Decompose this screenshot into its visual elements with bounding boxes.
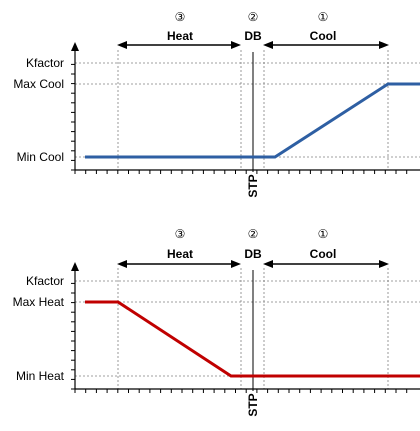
zone-heat-number: ③ xyxy=(175,227,186,241)
zone-cool-header: ① Cool xyxy=(310,227,337,261)
zone-cool-number: ① xyxy=(318,227,329,241)
zone-db-number: ② xyxy=(248,227,259,241)
y-label-min-heat: Min Heat xyxy=(16,369,65,383)
cool-arrow-left-head xyxy=(263,41,273,49)
heat-arrow-right-head xyxy=(231,260,241,268)
y-label-min-cool: Min Cool xyxy=(17,150,64,164)
y-axis-arrowhead xyxy=(71,262,79,271)
zone-heat-header: ③ Heat xyxy=(167,227,193,261)
zone-db-number: ② xyxy=(248,10,259,24)
cooling-profile-line xyxy=(85,82,420,159)
y-label-kfactor: Kfactor xyxy=(26,56,64,70)
zone-db-header: ② DB xyxy=(244,227,262,261)
zone-heat-label: Heat xyxy=(167,247,193,261)
zone-cool-label: Cool xyxy=(310,29,337,43)
heating-chart: ③ Heat ② DB ① Cool xyxy=(13,227,420,417)
zone-cool-header: ① Cool xyxy=(310,10,337,43)
cooling-chart: ③ Heat ② DB ① Cool xyxy=(13,10,420,198)
cool-arrow-left-head xyxy=(263,260,273,268)
guide-lines xyxy=(75,268,420,389)
zone-heat-label: Heat xyxy=(167,29,193,43)
axes xyxy=(71,42,420,171)
heat-arrow-left-head xyxy=(117,260,127,268)
zone-cool-label: Cool xyxy=(310,247,337,261)
heating-profile-line xyxy=(85,300,420,378)
zone-cool-number: ① xyxy=(318,10,329,24)
cool-arrow-right-head xyxy=(379,41,389,49)
zone-db-label: DB xyxy=(244,247,262,261)
zone-db-label: DB xyxy=(244,29,262,43)
zone-arrows xyxy=(117,41,389,49)
axis-ticks xyxy=(71,282,408,393)
cool-arrow-right-head xyxy=(379,260,389,268)
y-axis-arrowhead xyxy=(71,42,79,51)
guide-lines xyxy=(75,50,420,170)
zone-heat-header: ③ Heat xyxy=(167,10,193,43)
stp-label: STP xyxy=(246,393,260,416)
zone-arrows xyxy=(117,260,389,268)
axes xyxy=(71,262,420,390)
heat-arrow-left-head xyxy=(117,41,127,49)
stp-label: STP xyxy=(246,174,260,197)
zone-heat-number: ③ xyxy=(175,10,186,24)
y-label-max-cool: Max Cool xyxy=(13,77,64,91)
y-label-kfactor: Kfactor xyxy=(26,274,64,288)
y-label-max-heat: Max Heat xyxy=(13,295,65,309)
axis-ticks xyxy=(71,63,408,174)
heat-arrow-right-head xyxy=(231,41,241,49)
zone-db-header: ② DB xyxy=(244,10,262,43)
